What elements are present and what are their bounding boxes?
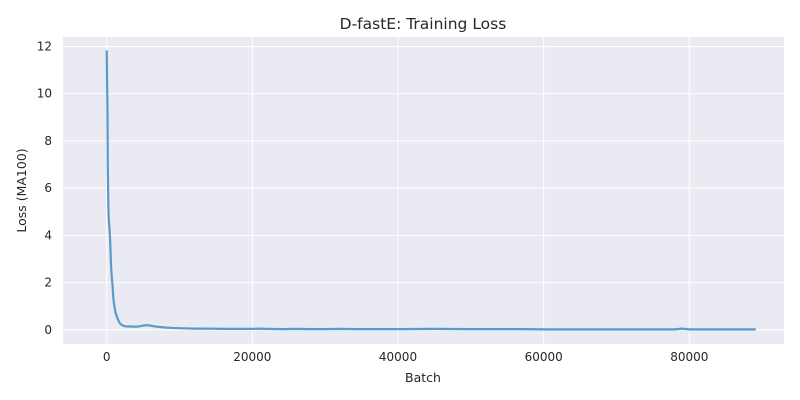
plot-area	[63, 37, 784, 344]
grid	[63, 37, 784, 344]
x-tick-label: 80000	[670, 350, 708, 364]
y-axis-label: Loss (MA100)	[14, 148, 29, 232]
tick-labels: 0 20000 40000 60000 80000 0 2 4 6 8 10 12	[37, 39, 709, 364]
x-tick-label: 0	[103, 350, 111, 364]
x-tick-label: 20000	[233, 350, 271, 364]
x-axis-label: Batch	[405, 370, 441, 385]
y-tick-label: 0	[44, 323, 52, 337]
loss-series-line	[105, 50, 756, 331]
x-tick-label: 40000	[379, 350, 417, 364]
y-tick-label: 6	[44, 181, 52, 195]
chart-title: D-fastE: Training Loss	[340, 15, 507, 33]
y-tick-label: 8	[44, 134, 52, 148]
y-tick-label: 2	[44, 276, 52, 290]
series-layer	[105, 50, 756, 331]
y-tick-label: 12	[37, 39, 52, 53]
x-tick-label: 60000	[525, 350, 563, 364]
y-tick-label: 10	[37, 87, 52, 101]
y-tick-label: 4	[44, 228, 52, 242]
